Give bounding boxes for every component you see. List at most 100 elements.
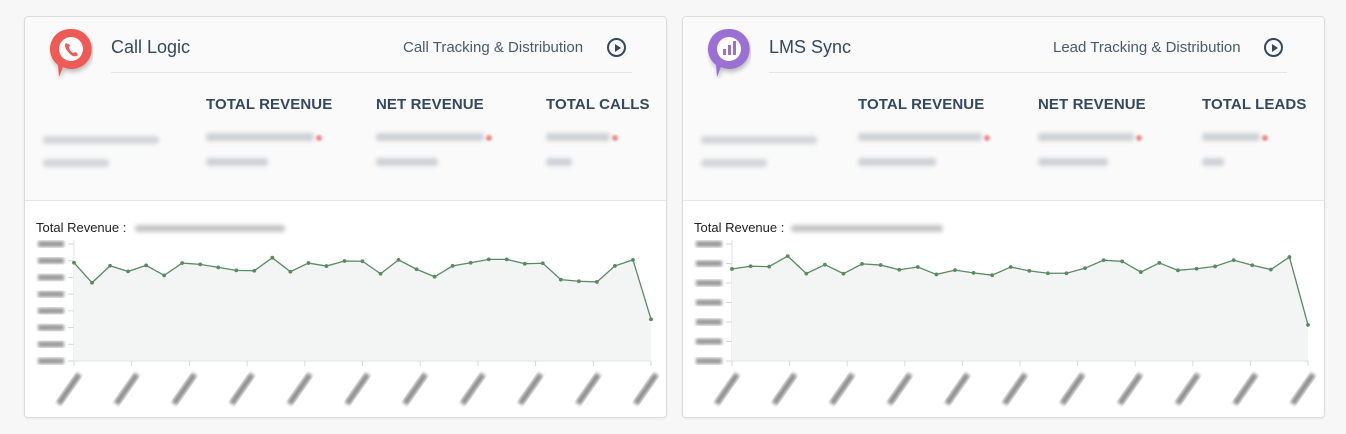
data-point bbox=[576, 279, 581, 284]
x-tick-label bbox=[56, 372, 82, 406]
down-indicator bbox=[612, 135, 618, 141]
x-tick-label bbox=[575, 372, 602, 406]
x-tick-label bbox=[1290, 372, 1316, 406]
data-point bbox=[748, 264, 753, 269]
data-point bbox=[1157, 261, 1162, 265]
area-fill bbox=[74, 257, 651, 361]
down-indicator bbox=[1136, 135, 1142, 141]
section-divider bbox=[25, 200, 666, 201]
y-tick-label bbox=[696, 241, 722, 247]
data-point bbox=[1008, 265, 1013, 269]
data-point bbox=[306, 261, 311, 265]
total-revenue-previous bbox=[206, 158, 268, 166]
revenue-area-chart bbox=[38, 240, 659, 406]
y-tick-label bbox=[38, 257, 64, 264]
total-calls-previous bbox=[546, 158, 572, 166]
x-tick-label bbox=[829, 372, 855, 406]
data-point bbox=[126, 269, 130, 274]
total-calls-header: TOTAL CALLS bbox=[546, 96, 650, 113]
data-point bbox=[1138, 270, 1143, 274]
data-point bbox=[216, 265, 221, 270]
data-point bbox=[1027, 269, 1032, 273]
net-revenue-header: NET REVENUE bbox=[1038, 96, 1146, 113]
data-point bbox=[1250, 263, 1255, 268]
total-leads-current bbox=[1202, 133, 1260, 141]
total-leads-header: TOTAL LEADS bbox=[1202, 96, 1307, 113]
data-point bbox=[649, 317, 653, 322]
data-point bbox=[934, 272, 939, 277]
data-point bbox=[558, 277, 563, 282]
header-divider bbox=[769, 72, 1287, 73]
series-line bbox=[731, 255, 1309, 326]
y-tick-label bbox=[696, 338, 722, 345]
data-point bbox=[1268, 267, 1273, 272]
data-point bbox=[342, 259, 347, 263]
data-point bbox=[1101, 258, 1106, 263]
data-point bbox=[324, 264, 329, 268]
x-tick-label bbox=[944, 372, 971, 406]
data-point bbox=[540, 261, 545, 266]
section-divider bbox=[683, 200, 1324, 201]
data-point bbox=[198, 262, 203, 267]
data-point bbox=[897, 267, 902, 272]
data-point bbox=[631, 257, 635, 262]
x-tick-label bbox=[344, 372, 371, 406]
y-tick-label bbox=[38, 291, 64, 298]
y-tick-label bbox=[696, 358, 722, 364]
previous-date-label bbox=[43, 159, 109, 167]
data-point bbox=[953, 268, 957, 273]
bar-chart-icon bbox=[707, 28, 750, 77]
data-point bbox=[1176, 268, 1180, 273]
data-point bbox=[767, 264, 772, 269]
data-point bbox=[1194, 266, 1199, 271]
total-revenue-current bbox=[206, 133, 314, 141]
x-tick-label bbox=[402, 372, 428, 406]
area-fill bbox=[732, 256, 1308, 361]
y-tick-label bbox=[38, 307, 64, 314]
app-subtitle-link[interactable]: Lead Tracking & Distribution bbox=[1053, 39, 1241, 56]
data-point bbox=[1306, 323, 1310, 327]
card-header: Call Logic Call Tracking & Distribution … bbox=[25, 17, 666, 200]
net-revenue-current bbox=[1038, 133, 1134, 141]
down-indicator bbox=[1262, 135, 1268, 141]
y-tick-label bbox=[696, 280, 722, 286]
data-point bbox=[804, 271, 809, 276]
total-revenue-header: TOTAL REVENUE bbox=[858, 96, 985, 113]
y-tick-label bbox=[696, 319, 722, 325]
chart-title: Total Revenue : bbox=[694, 220, 785, 235]
data-point bbox=[841, 271, 846, 276]
play-circle-icon[interactable] bbox=[607, 38, 626, 57]
x-tick-label bbox=[460, 372, 486, 406]
x-tick-label bbox=[633, 372, 659, 406]
card-header: LMS Sync Lead Tracking & Distribution TO… bbox=[683, 17, 1324, 200]
data-point bbox=[72, 260, 76, 265]
data-point bbox=[108, 263, 112, 268]
y-tick-label bbox=[696, 299, 722, 306]
net-revenue-current bbox=[376, 133, 484, 141]
data-point bbox=[180, 261, 185, 265]
data-point bbox=[486, 257, 491, 262]
data-point bbox=[162, 273, 167, 278]
x-tick-label bbox=[714, 372, 740, 406]
y-tick-label bbox=[38, 324, 64, 331]
x-tick-label bbox=[1117, 372, 1143, 406]
x-tick-label bbox=[1002, 372, 1028, 406]
data-point bbox=[860, 261, 864, 266]
phone-icon bbox=[49, 28, 92, 77]
app-title: LMS Sync bbox=[769, 37, 852, 57]
current-date-label bbox=[43, 136, 159, 144]
x-tick-label bbox=[1059, 372, 1086, 406]
data-point bbox=[288, 269, 293, 274]
y-tick-label bbox=[38, 274, 64, 281]
chart-total-value bbox=[791, 225, 943, 232]
data-point bbox=[1231, 258, 1236, 263]
y-tick-label bbox=[38, 241, 64, 247]
data-point bbox=[1287, 255, 1292, 259]
data-point bbox=[1045, 271, 1050, 276]
data-point bbox=[234, 268, 239, 273]
play-circle-icon[interactable] bbox=[1264, 38, 1283, 57]
data-point bbox=[595, 280, 599, 284]
data-point bbox=[730, 267, 734, 271]
app-subtitle-link[interactable]: Call Tracking & Distribution bbox=[403, 39, 584, 56]
data-point bbox=[432, 274, 437, 279]
